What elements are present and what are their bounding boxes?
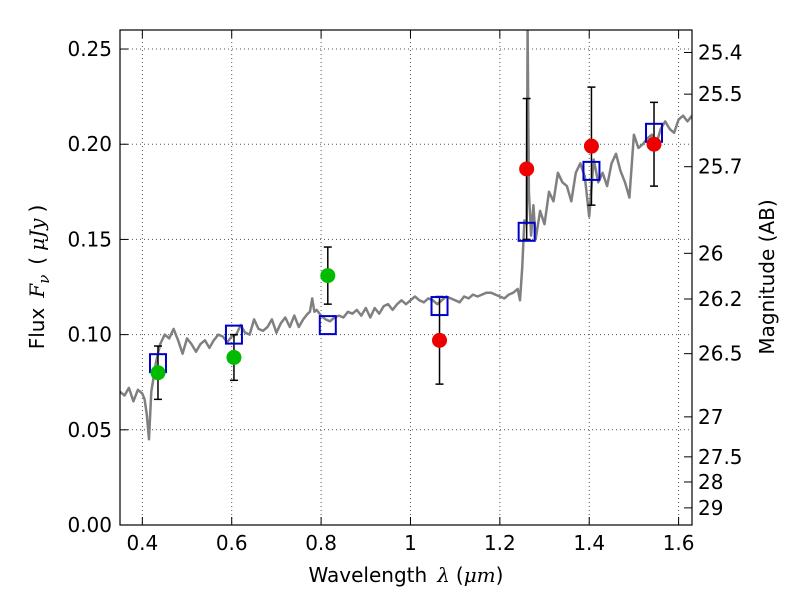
plot-area [120,30,692,441]
plot-frame [119,29,693,526]
x-tick-label: 1.6 [663,531,695,555]
x-tick-label: 0.8 [305,531,337,555]
optical-data-point [320,268,336,284]
x-tick-label: 0.4 [126,531,158,555]
model-photometry-square [430,296,449,317]
y2-tick-label: 27.5 [698,445,743,469]
x-axis-label: Wavelength λ (μm) [309,563,504,587]
y-tick-label: 0.00 [67,513,112,537]
y2-tick-label: 25.5 [698,82,743,106]
y-tick-label: 0.20 [67,132,112,156]
y-tick-label: 0.15 [67,227,112,251]
y2-tick-label: 27 [698,405,723,429]
optical-data-point [150,365,166,381]
optical-data-point [226,349,242,365]
x-tick-label: 0.6 [216,531,248,555]
nir-data-point [583,138,599,154]
y2-tick-label: 29 [698,496,723,520]
y2-tick-label: 26.2 [698,287,743,311]
y-tick-label: 0.25 [67,37,112,61]
y2-tick-label: 28 [698,470,723,494]
y2-tick-label: 25.7 [698,155,743,179]
nir-data-point [646,136,662,152]
y2-axis-label: Magnitude (AB) [755,199,779,354]
x-tick-label: 1.2 [484,531,516,555]
model-photometry-square [318,315,337,336]
model-photometry-square [224,324,243,345]
tick-labels: 0.4 0.6 0.8 1 1.2 1.4 1.6 0.00 0.05 0.10 0.15 0.20 0… [67,37,742,555]
model-spectrum-line [120,30,692,441]
y2-tick-label: 26 [698,241,723,265]
nir-data-point [432,332,448,348]
model-photometry-square [582,160,601,181]
x-tick-label: 1.4 [573,531,605,555]
axes-frame [119,29,693,526]
model-photometry-square [517,221,536,242]
x-tick-label: 1 [404,531,417,555]
y2-tick-label: 25.4 [698,40,743,64]
y2-tick-label: 26.5 [698,342,743,366]
y-tick-label: 0.10 [67,323,112,347]
y-axis-label: FluxFν(μJy) [25,205,53,350]
y-tick-label: 0.05 [67,418,112,442]
nir-data-point [519,161,535,177]
